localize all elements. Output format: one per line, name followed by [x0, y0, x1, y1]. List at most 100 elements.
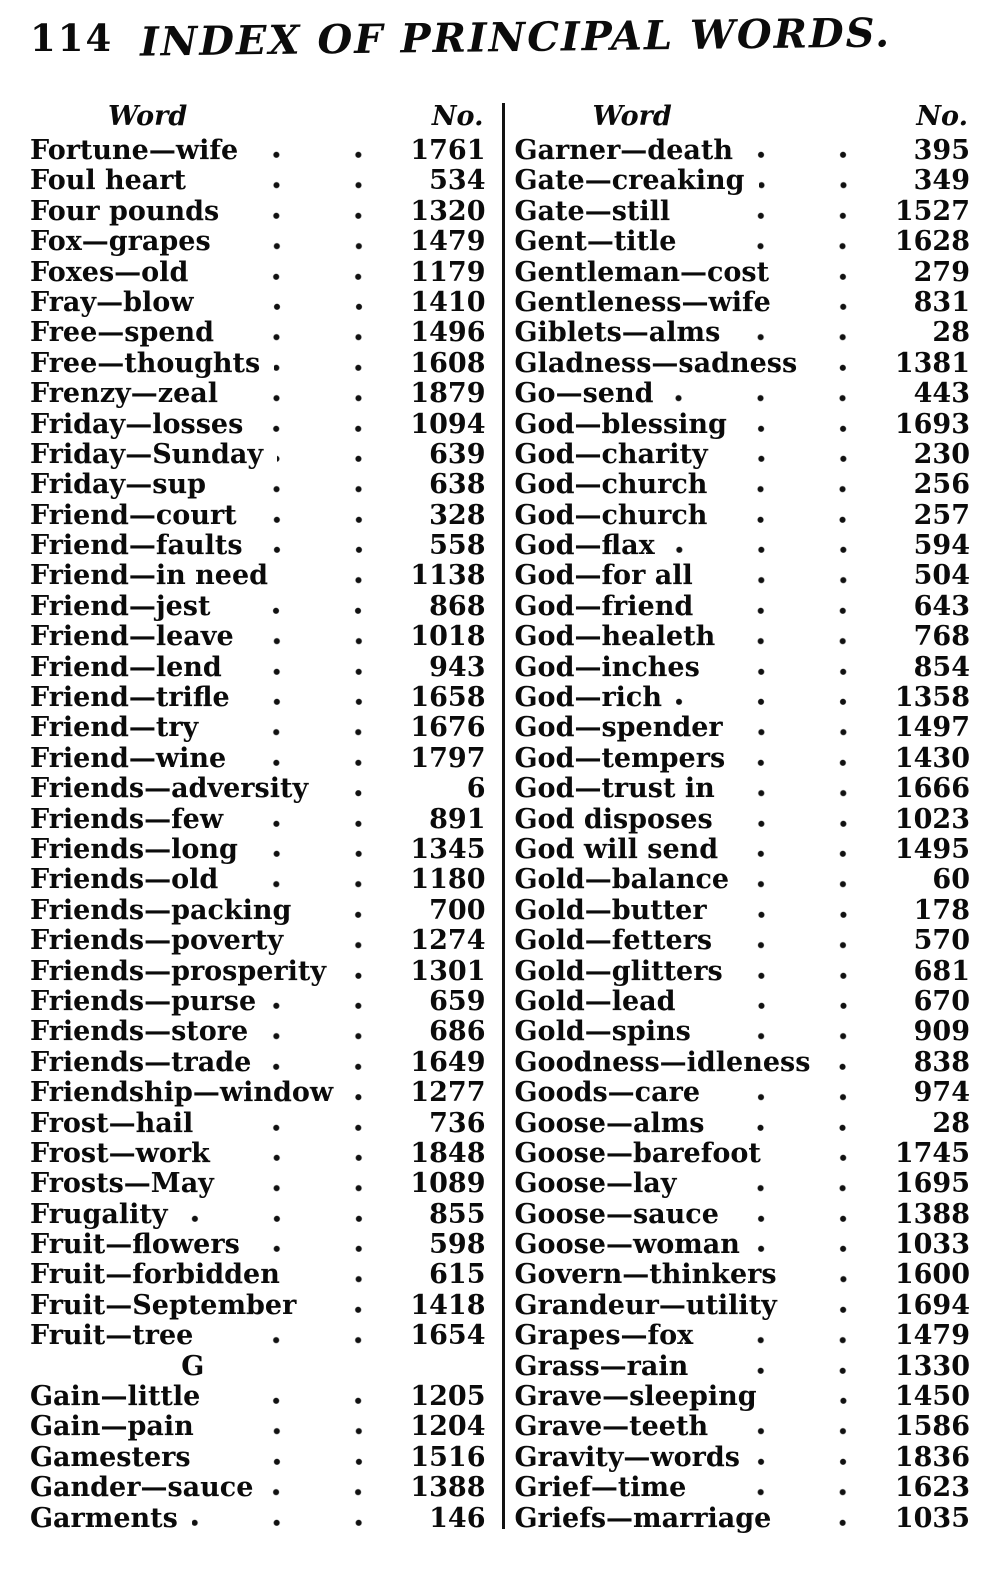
dot-leader [270, 985, 400, 1017]
entry-word: Fruit—September [30, 1289, 297, 1321]
entry-word: Goose—alms [514, 1107, 705, 1139]
entry-number: 1450 [894, 1381, 970, 1413]
entry-word: Griefs—marriage [514, 1502, 772, 1534]
index-entry-row: Friends—trade 1649 [30, 1046, 486, 1078]
entry-word: Foul heart [30, 165, 186, 197]
index-entry-row: Gentleman—cost 279 [515, 256, 970, 288]
dot-leader [262, 1016, 400, 1047]
entry-number: 1274 [410, 925, 486, 957]
index-entry-row: Fruit—September 1418 [30, 1289, 486, 1321]
index-entry-row: God—charity 230 [515, 438, 970, 470]
entry-word: Friends—packing [30, 894, 292, 926]
entry-number: 1388 [894, 1198, 970, 1230]
entry-word: Fruit—flowers [30, 1229, 240, 1261]
index-entry-row: Friends—packing 700 [30, 894, 486, 926]
entry-number: 1330 [894, 1350, 970, 1382]
dot-leader [676, 682, 884, 713]
entry-number: 6 [466, 773, 486, 805]
dot-leader [267, 1472, 400, 1503]
dot-leader [228, 317, 400, 348]
entry-number: 681 [913, 955, 970, 987]
index-entry-row: Friday—losses 1094 [30, 408, 486, 440]
entry-number: 659 [429, 985, 486, 1017]
entry-word: God disposes [514, 803, 713, 835]
dot-leader [322, 773, 400, 804]
entry-word: God—spender [514, 712, 723, 744]
entry-word: Gent—title [514, 226, 677, 258]
entry-number: 558 [429, 530, 486, 562]
index-entry-row: Gold—lead 670 [514, 985, 970, 1017]
index-table: Word No. Fortune—wife 1761 Foul heart 534 Fo… [30, 101, 970, 1534]
index-entry-row: Friend—wine 1797 [30, 742, 486, 774]
index-entry-row: Frugality 855 [30, 1198, 486, 1230]
word-column-header: Word [108, 101, 188, 132]
index-entry-row: God—tempers 1430 [514, 742, 970, 774]
index-entry-row: Foul heart 534 [30, 165, 486, 197]
entry-number: 700 [429, 894, 486, 926]
entry-word: Fortune—wife [30, 135, 239, 166]
dot-leader [774, 1137, 884, 1169]
entry-word: God—church [514, 499, 708, 531]
dot-leader [684, 195, 884, 227]
dot-leader [219, 469, 400, 500]
index-entry-row: Gold—fetters 570 [515, 925, 970, 956]
dot-leader [223, 1137, 400, 1169]
entry-word: Gain—little [30, 1381, 201, 1413]
dot-leader [824, 1046, 884, 1078]
entry-word: Gate—still [514, 195, 671, 227]
dot-leader [207, 1107, 400, 1138]
entry-number: 1094 [410, 408, 486, 440]
entry-word: Friend—jest [30, 590, 211, 622]
entry-word: Gladness—sadness [514, 347, 798, 379]
entry-word: Friends—adversity [30, 773, 309, 805]
index-entry-row: Gravity—words 1836 [515, 1441, 970, 1473]
dot-leader [702, 1350, 884, 1382]
entry-number: 178 [913, 894, 970, 926]
entry-word: Friends—poverty [30, 925, 284, 957]
entry-word: God—healeth [514, 621, 716, 653]
index-entry-row: Garments 146 [30, 1502, 486, 1534]
entry-number: 1516 [410, 1441, 486, 1473]
index-entry-row: Goose—lay 1695 [515, 1168, 970, 1199]
index-entry-row: Gamesters 1516 [30, 1441, 486, 1473]
index-entry-row: Friends—adversity 6 [30, 773, 486, 805]
entry-word: Friend—wine [30, 742, 227, 774]
entry-number: 891 [429, 803, 486, 835]
entry-number: 1693 [894, 408, 970, 440]
entry-number: 1628 [894, 226, 970, 258]
entry-word: God—tempers [514, 742, 726, 774]
index-entry-row: Fruit—forbidden 615 [30, 1259, 486, 1290]
index-entry-row: God—spender 1497 [514, 712, 970, 744]
index-entry-row: Frost—work 1848 [30, 1137, 486, 1169]
dot-leader [811, 347, 884, 379]
entry-number: 1836 [894, 1441, 970, 1473]
dot-leader [689, 985, 884, 1017]
dot-leader [257, 408, 400, 439]
index-entry-row: Friend—in need 1138 [30, 560, 486, 591]
entry-number: 638 [429, 469, 486, 501]
entry-word: Four pounds [30, 195, 220, 227]
entry-number: 1277 [410, 1077, 486, 1109]
dot-leader [753, 1441, 884, 1473]
index-entry-row: Friend—try 1676 [30, 712, 486, 743]
dot-leader [227, 1168, 400, 1199]
entry-word: Gold—lead [514, 985, 676, 1017]
dot-leader [783, 256, 884, 287]
index-entry-row: Gentleness—wife 831 [515, 286, 970, 318]
index-entry-row: Goose—alms 28 [514, 1107, 970, 1139]
dot-leader [233, 195, 400, 227]
page-header: 114 INDEX OF PRINCIPAL WORDS. [30, 9, 970, 65]
index-entry-row: Grapes—fox 1479 [515, 1320, 970, 1351]
dot-leader [736, 955, 884, 986]
dot-leader [265, 1046, 400, 1078]
index-entry-row: God—friend 643 [515, 590, 970, 622]
entry-number: 1035 [894, 1502, 970, 1534]
entry-number: 868 [429, 590, 486, 622]
entry-number: 1204 [410, 1411, 486, 1443]
entry-number: 686 [429, 1016, 486, 1048]
dot-leader [207, 286, 400, 318]
entry-word: Frenzy—zeal [30, 378, 219, 410]
entry-word: God—church [514, 469, 708, 501]
page-number: 114 [30, 16, 114, 60]
word-column-header: Word [592, 101, 672, 132]
